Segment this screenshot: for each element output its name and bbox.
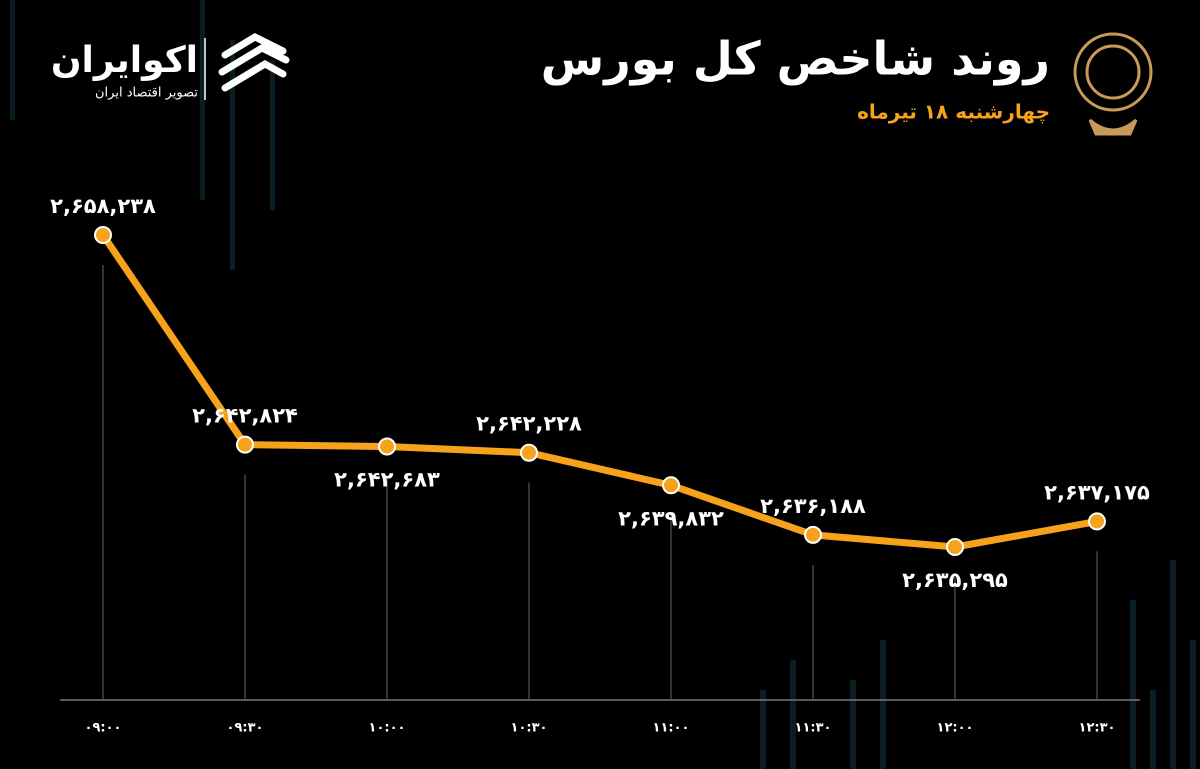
point — [378, 437, 396, 456]
chart-title: روند شاخص کل بورس — [541, 32, 1050, 86]
value-label: ۲,۶۵۸,۲۳۸ — [50, 194, 156, 218]
x-tick-label: ۰۹:۳۰ — [227, 721, 264, 736]
x-tick-label: ۱۲:۰۰ — [937, 721, 974, 736]
brand-logo — [218, 33, 290, 92]
brand-tagline: تصویر اقتصاد ایران — [95, 86, 198, 101]
value-label: ۲,۶۴۲,۶۸۳ — [334, 468, 440, 492]
x-tick-label: ۱۱:۳۰ — [795, 721, 832, 736]
value-label: ۲,۶۴۲,۸۲۴ — [192, 404, 298, 428]
x-tick-label: ۰۹:۰۰ — [85, 721, 122, 736]
point — [662, 476, 680, 495]
point — [236, 435, 254, 454]
value-label: ۲,۶۳۷,۱۷۵ — [1044, 480, 1150, 504]
x-tick-label: ۱۰:۰۰ — [369, 721, 406, 736]
emblem — [1073, 32, 1153, 136]
value-label: ۲,۶۴۲,۲۲۸ — [476, 412, 582, 436]
point — [946, 538, 964, 556]
x-tick-label: ۱۲:۳۰ — [1079, 721, 1116, 736]
value-label: ۲,۶۳۹,۸۳۲ — [618, 506, 724, 530]
decor-bars — [10, 0, 1196, 769]
x-tick-label: ۱۰:۳۰ — [511, 721, 548, 736]
point — [520, 443, 538, 462]
series-line — [100, 233, 1098, 551]
point — [1088, 512, 1106, 531]
value-label: ۲,۶۳۶,۱۸۸ — [760, 494, 866, 518]
chart-subtitle: چهارشنبه ۱۸ تیرماه — [857, 100, 1050, 125]
x-tick-label: ۱۱:۰۰ — [653, 721, 690, 736]
point — [804, 525, 822, 544]
value-label: ۲,۶۳۵,۲۹۵ — [902, 568, 1008, 592]
point — [94, 226, 112, 244]
brand-name: اکوایران — [51, 40, 198, 81]
